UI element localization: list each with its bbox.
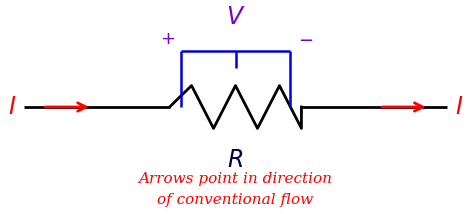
Text: $-$: $-$ (298, 30, 313, 48)
Text: $\mathit{I}$: $\mathit{I}$ (455, 95, 463, 119)
Text: $\mathit{V}$: $\mathit{V}$ (226, 6, 245, 29)
Text: $\mathit{R}$: $\mathit{R}$ (227, 149, 244, 172)
Text: Arrows point in direction: Arrows point in direction (138, 172, 333, 186)
Text: $+$: $+$ (160, 30, 175, 48)
Text: of conventional flow: of conventional flow (157, 193, 314, 207)
Text: $\mathit{I}$: $\mathit{I}$ (8, 95, 16, 119)
